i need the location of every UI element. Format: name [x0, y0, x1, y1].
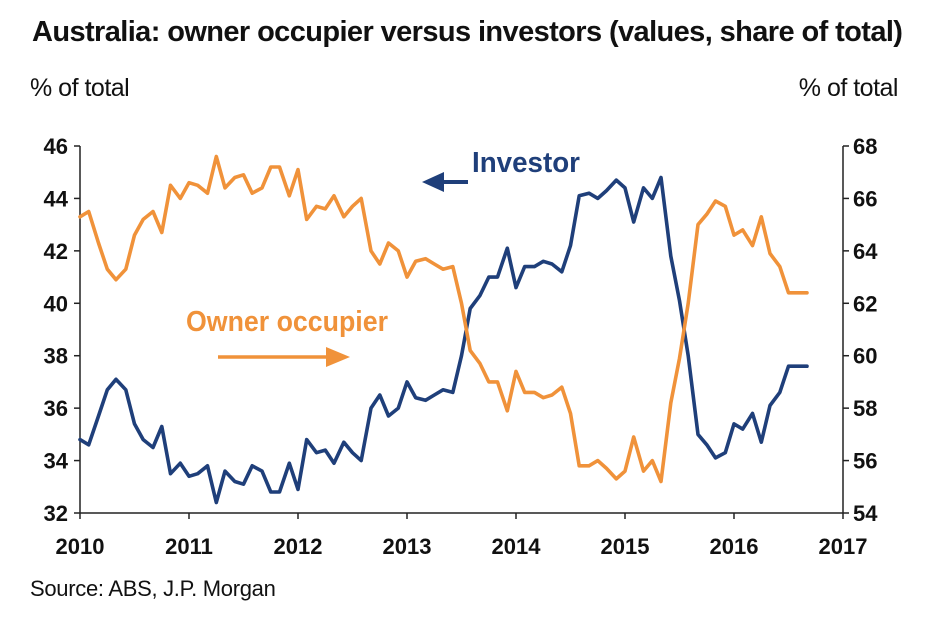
x-tick-label: 2012 [274, 534, 323, 559]
chart-axes: 32 34 36 38 40 42 44 46 54 56 58 60 62 64 66 68 2010 2011… [44, 134, 879, 559]
owner-occupier-series-line [78, 154, 809, 484]
chart-series [78, 154, 809, 505]
x-tick-label: 2016 [710, 534, 759, 559]
right-tick-label: 58 [853, 396, 877, 421]
left-tick-label: 36 [44, 396, 68, 421]
right-tick-label: 62 [853, 291, 877, 316]
x-tick-label: 2011 [165, 534, 213, 559]
x-tick-label: 2014 [492, 534, 542, 559]
right-axis-label: % of total [798, 74, 899, 102]
chart-title: Australia: owner occupier versus investo… [32, 16, 903, 48]
right-tick-label: 68 [853, 134, 877, 159]
left-tick-label: 38 [44, 344, 68, 369]
x-tick-label: 2015 [601, 534, 650, 559]
investor-label: Investor [472, 147, 580, 179]
chart-annotations: Investor Owner occupier [186, 147, 580, 367]
left-tick-label: 46 [44, 134, 68, 159]
x-tick-label: 2017 [819, 534, 868, 559]
right-tick-label: 56 [853, 449, 877, 474]
owner-occupier-label: Owner occupier [186, 306, 388, 338]
x-tick-label: 2010 [56, 534, 105, 559]
right-tick-label: 64 [853, 239, 878, 264]
left-tick-label: 32 [44, 501, 68, 526]
source-note: Source: ABS, J.P. Morgan [30, 576, 276, 601]
investor-arrow-head [422, 172, 444, 192]
owner-arrow-head [326, 347, 350, 367]
left-tick-label: 42 [44, 239, 68, 264]
left-tick-label: 34 [44, 449, 69, 474]
right-tick-label: 66 [853, 186, 877, 211]
investor-series-line [78, 175, 809, 505]
right-tick-label: 54 [853, 501, 878, 526]
left-axis-label: % of total [30, 74, 130, 102]
left-tick-label: 44 [44, 186, 69, 211]
x-tick-label: 2013 [383, 534, 432, 559]
right-tick-label: 60 [853, 344, 877, 369]
left-tick-label: 40 [44, 291, 68, 316]
